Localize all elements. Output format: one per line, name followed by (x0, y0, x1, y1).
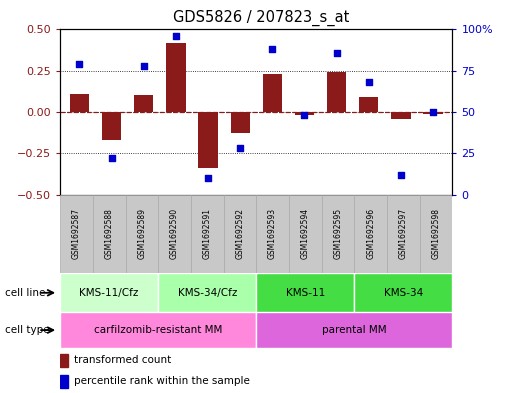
Point (107, 155, 116, 162)
Point (333, 50, 341, 56)
Bar (60, 273, 158, 312)
Bar (355, 195, 387, 273)
Bar (191, 195, 224, 273)
Bar (60, 375, 67, 387)
Bar (126, 195, 158, 273)
Bar (198, 112, 218, 168)
Text: GSM1692597: GSM1692597 (399, 208, 408, 259)
Text: GSM1692595: GSM1692595 (334, 208, 343, 259)
Bar (231, 112, 250, 134)
Point (140, 62, 148, 69)
Bar (256, 195, 289, 273)
Point (268, 46, 277, 52)
Point (172, 33, 180, 39)
Bar (355, 273, 452, 312)
Text: GSM1692593: GSM1692593 (268, 208, 277, 259)
Text: GDS5826 / 207823_s_at: GDS5826 / 207823_s_at (173, 10, 350, 26)
Bar (387, 195, 419, 273)
Text: GSM1692598: GSM1692598 (431, 208, 440, 259)
Text: percentile rank within the sample: percentile rank within the sample (74, 376, 250, 386)
Text: GSM1692592: GSM1692592 (235, 208, 244, 259)
Bar (256, 312, 452, 348)
Bar (263, 74, 282, 112)
Text: KMS-34/Cfz: KMS-34/Cfz (177, 288, 237, 298)
Text: KMS-11/Cfz: KMS-11/Cfz (79, 288, 139, 298)
Bar (134, 95, 153, 112)
Bar (289, 195, 322, 273)
Bar (419, 195, 452, 273)
Text: parental MM: parental MM (322, 325, 386, 335)
Point (236, 145, 244, 151)
Bar (158, 195, 191, 273)
Point (365, 79, 373, 85)
Bar (158, 273, 256, 312)
Bar (166, 43, 186, 112)
Text: GSM1692587: GSM1692587 (72, 208, 81, 259)
Bar (295, 112, 314, 115)
Text: GSM1692589: GSM1692589 (138, 208, 146, 259)
Text: GSM1692596: GSM1692596 (366, 208, 375, 259)
Bar (93, 195, 126, 273)
Bar (327, 72, 346, 112)
Text: KMS-34: KMS-34 (384, 288, 423, 298)
Bar (224, 195, 256, 273)
Bar (60, 312, 256, 348)
Bar (70, 94, 89, 112)
Text: GSM1692591: GSM1692591 (203, 208, 212, 259)
Text: cell type: cell type (5, 325, 50, 335)
Point (397, 172, 405, 178)
Point (75, 61, 84, 67)
Text: transformed count: transformed count (74, 355, 172, 365)
Text: GSM1692588: GSM1692588 (105, 208, 113, 259)
Point (204, 175, 212, 181)
Text: KMS-11: KMS-11 (286, 288, 325, 298)
Text: carfilzomib-resistant MM: carfilzomib-resistant MM (94, 325, 222, 335)
Bar (359, 97, 379, 112)
Bar (424, 112, 443, 114)
Point (429, 109, 437, 115)
Point (300, 112, 309, 118)
Text: GSM1692594: GSM1692594 (301, 208, 310, 259)
Bar (256, 273, 355, 312)
Bar (60, 195, 93, 273)
Bar (60, 354, 67, 367)
Bar (322, 195, 355, 273)
Bar (391, 112, 411, 119)
Text: GSM1692590: GSM1692590 (170, 208, 179, 259)
Bar (102, 112, 121, 140)
Text: cell line: cell line (5, 288, 46, 298)
